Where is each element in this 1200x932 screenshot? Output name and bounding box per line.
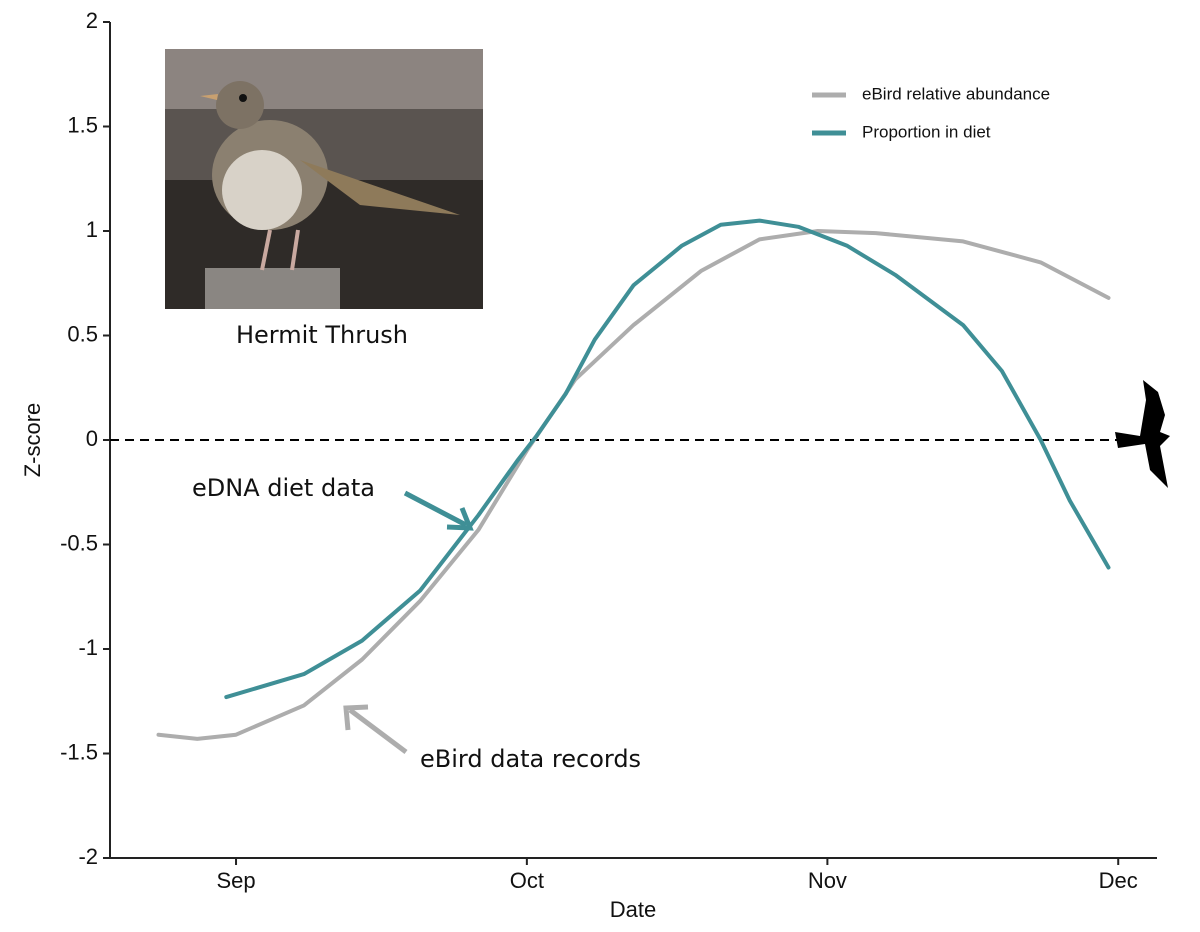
y-tick-label: -2 <box>78 844 98 869</box>
photo-caption: Hermit Thrush <box>236 321 408 349</box>
x-tick-label: Oct <box>510 868 544 893</box>
bird-silhouette <box>1115 380 1170 488</box>
data-line <box>224 218 1111 700</box>
annotation-arrow <box>343 490 474 754</box>
bird-photo <box>165 49 483 309</box>
x-tick-label: Nov <box>808 868 847 893</box>
legend-label: Proportion in diet <box>862 122 991 141</box>
y-tick-label: -1 <box>78 635 98 660</box>
x-tick-label: Dec <box>1099 868 1138 893</box>
annotation: eBird data records <box>420 745 641 773</box>
y-tick-label: 0 <box>86 426 98 451</box>
annotation: eDNA diet data <box>192 474 375 502</box>
y-tick-label: -1.5 <box>60 739 98 764</box>
legend-label: eBird relative abundance <box>862 84 1050 103</box>
x-axis-title: Date <box>610 897 656 922</box>
y-axis-title: Z-score <box>20 403 45 478</box>
y-tick-label: -0.5 <box>60 530 98 555</box>
y-tick-label: 1.5 <box>67 112 98 137</box>
x-tick-label: Sep <box>216 868 255 893</box>
y-tick-label: 0.5 <box>67 321 98 346</box>
y-tick-label: 2 <box>86 8 98 33</box>
y-tick-label: 1 <box>86 217 98 242</box>
